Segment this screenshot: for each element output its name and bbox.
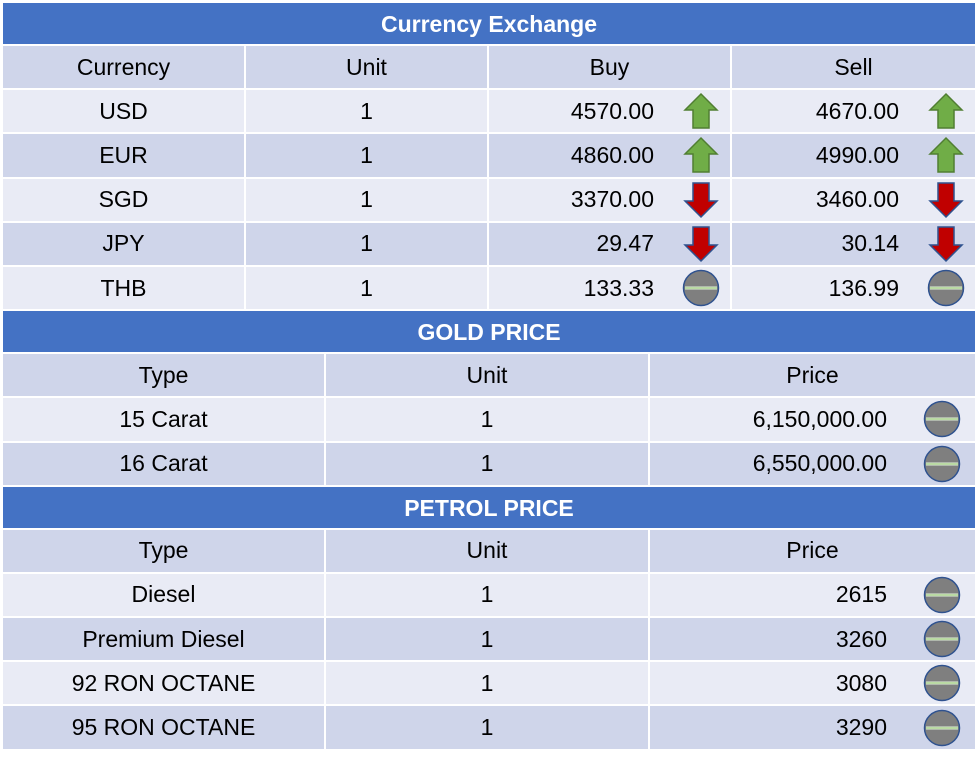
unit-cell: 1 — [326, 706, 650, 749]
no-change-icon — [923, 576, 961, 614]
sell-value: 4670.00 — [815, 97, 899, 124]
type-cell: Diesel — [3, 573, 326, 617]
type-cell: 92 RON OCTANE — [3, 662, 326, 705]
up-arrow-icon — [927, 92, 965, 130]
unit-col-header: Unit — [326, 354, 650, 397]
unit-cell: 1 — [326, 618, 650, 661]
unit-col-header: Unit — [246, 46, 489, 89]
unit-cell: 1 — [326, 662, 650, 705]
unit-cell: 1 — [246, 134, 489, 177]
price-col-header: Price — [786, 361, 839, 388]
gold-section-title: GOLD PRICE — [3, 311, 975, 355]
type-cell: 95 RON OCTANE — [3, 706, 326, 749]
up-arrow-icon — [682, 136, 720, 174]
buy-value: 4860.00 — [570, 141, 654, 168]
no-change-icon — [923, 664, 961, 702]
buy-value: 4570.00 — [570, 97, 654, 124]
down-arrow-icon — [927, 225, 965, 263]
sell-cell: 4670.00 — [732, 90, 975, 132]
unit-cell: 1 — [246, 222, 489, 265]
price-cell: 3080 — [650, 662, 975, 704]
currency-cell: USD — [3, 90, 246, 133]
currency-col-header: Currency — [3, 46, 246, 89]
unit-cell: 1 — [246, 178, 489, 221]
petrol-header-row: Type Unit Price — [3, 529, 975, 574]
unit-cell: 1 — [246, 90, 489, 133]
no-change-icon — [927, 269, 965, 307]
type-cell: 16 Carat — [3, 442, 326, 485]
type-cell: 15 Carat — [3, 398, 326, 441]
no-change-icon — [923, 445, 961, 483]
currency-header-row: Currency Unit Buy Sell — [3, 46, 975, 91]
buy-value: 29.47 — [596, 230, 654, 257]
sell-cell: 4990.00 — [732, 134, 975, 176]
buy-value: 133.33 — [583, 274, 654, 301]
price-value: 2615 — [835, 581, 887, 608]
up-arrow-icon — [927, 136, 965, 174]
price-value: 3290 — [835, 714, 887, 741]
no-change-icon — [923, 709, 961, 747]
table-row: THB 1 133.33 136.99 — [3, 266, 975, 312]
price-cell: 3290 — [650, 706, 975, 748]
buy-cell: 4570.00 — [489, 90, 732, 133]
unit-cell: 1 — [326, 573, 650, 617]
currency-cell: THB — [3, 266, 246, 310]
price-value: 6,550,000.00 — [752, 450, 887, 477]
price-col-header: Price — [786, 537, 839, 564]
table-row: 95 RON OCTANE 1 3290 — [3, 706, 975, 751]
down-arrow-icon — [682, 181, 720, 219]
buy-cell: 4860.00 — [489, 134, 732, 177]
no-change-icon — [682, 269, 720, 307]
price-cell: 6,550,000.00 — [650, 443, 975, 485]
sell-value: 3460.00 — [815, 186, 899, 213]
sell-cell: 3460.00 — [732, 179, 975, 221]
gold-header-row: Type Unit Price — [3, 354, 975, 399]
buy-cell: 133.33 — [489, 266, 732, 310]
sell-value: 4990.00 — [815, 141, 899, 168]
petrol-section-title: PETROL PRICE — [3, 486, 975, 530]
down-arrow-icon — [682, 225, 720, 263]
table-row: 15 Carat 1 6,150,000.00 — [3, 398, 975, 443]
currency-section-title: Currency Exchange — [3, 3, 975, 46]
price-board: Currency Exchange Currency Unit Buy Sell… — [3, 3, 975, 751]
table-row: 92 RON OCTANE 1 3080 — [3, 662, 975, 707]
down-arrow-icon — [927, 181, 965, 219]
sell-value: 136.99 — [828, 274, 899, 301]
table-row: JPY 1 29.47 30.14 — [3, 222, 975, 267]
currency-cell: EUR — [3, 134, 246, 177]
buy-cell: 29.47 — [489, 222, 732, 265]
sell-col-header: Sell — [834, 53, 873, 80]
price-value: 6,150,000.00 — [752, 405, 887, 432]
up-arrow-icon — [682, 92, 720, 130]
price-value: 3260 — [835, 625, 887, 652]
sell-value: 30.14 — [841, 230, 899, 257]
unit-cell: 1 — [326, 398, 650, 441]
sell-cell: 30.14 — [732, 223, 975, 265]
table-row: Diesel 1 2615 — [3, 573, 975, 619]
currency-cell: JPY — [3, 222, 246, 265]
table-row: SGD 1 3370.00 3460.00 — [3, 178, 975, 223]
type-col-header: Type — [3, 354, 326, 397]
table-row: 16 Carat 1 6,550,000.00 — [3, 442, 975, 487]
unit-cell: 1 — [326, 442, 650, 485]
no-change-icon — [923, 400, 961, 438]
buy-value: 3370.00 — [570, 186, 654, 213]
no-change-icon — [923, 620, 961, 658]
type-cell: Premium Diesel — [3, 618, 326, 661]
price-value: 3080 — [835, 669, 887, 696]
sell-cell: 136.99 — [732, 267, 975, 309]
price-cell: 3260 — [650, 618, 975, 660]
table-row: USD 1 4570.00 4670.00 — [3, 90, 975, 135]
type-col-header: Type — [3, 529, 326, 572]
price-cell: 2615 — [650, 574, 975, 616]
table-row: Premium Diesel 1 3260 — [3, 618, 975, 663]
unit-col-header: Unit — [326, 529, 650, 572]
unit-cell: 1 — [246, 266, 489, 310]
table-row: EUR 1 4860.00 4990.00 — [3, 134, 975, 179]
buy-cell: 3370.00 — [489, 178, 732, 221]
buy-col-header: Buy — [489, 46, 732, 89]
price-cell: 6,150,000.00 — [650, 398, 975, 440]
currency-cell: SGD — [3, 178, 246, 221]
